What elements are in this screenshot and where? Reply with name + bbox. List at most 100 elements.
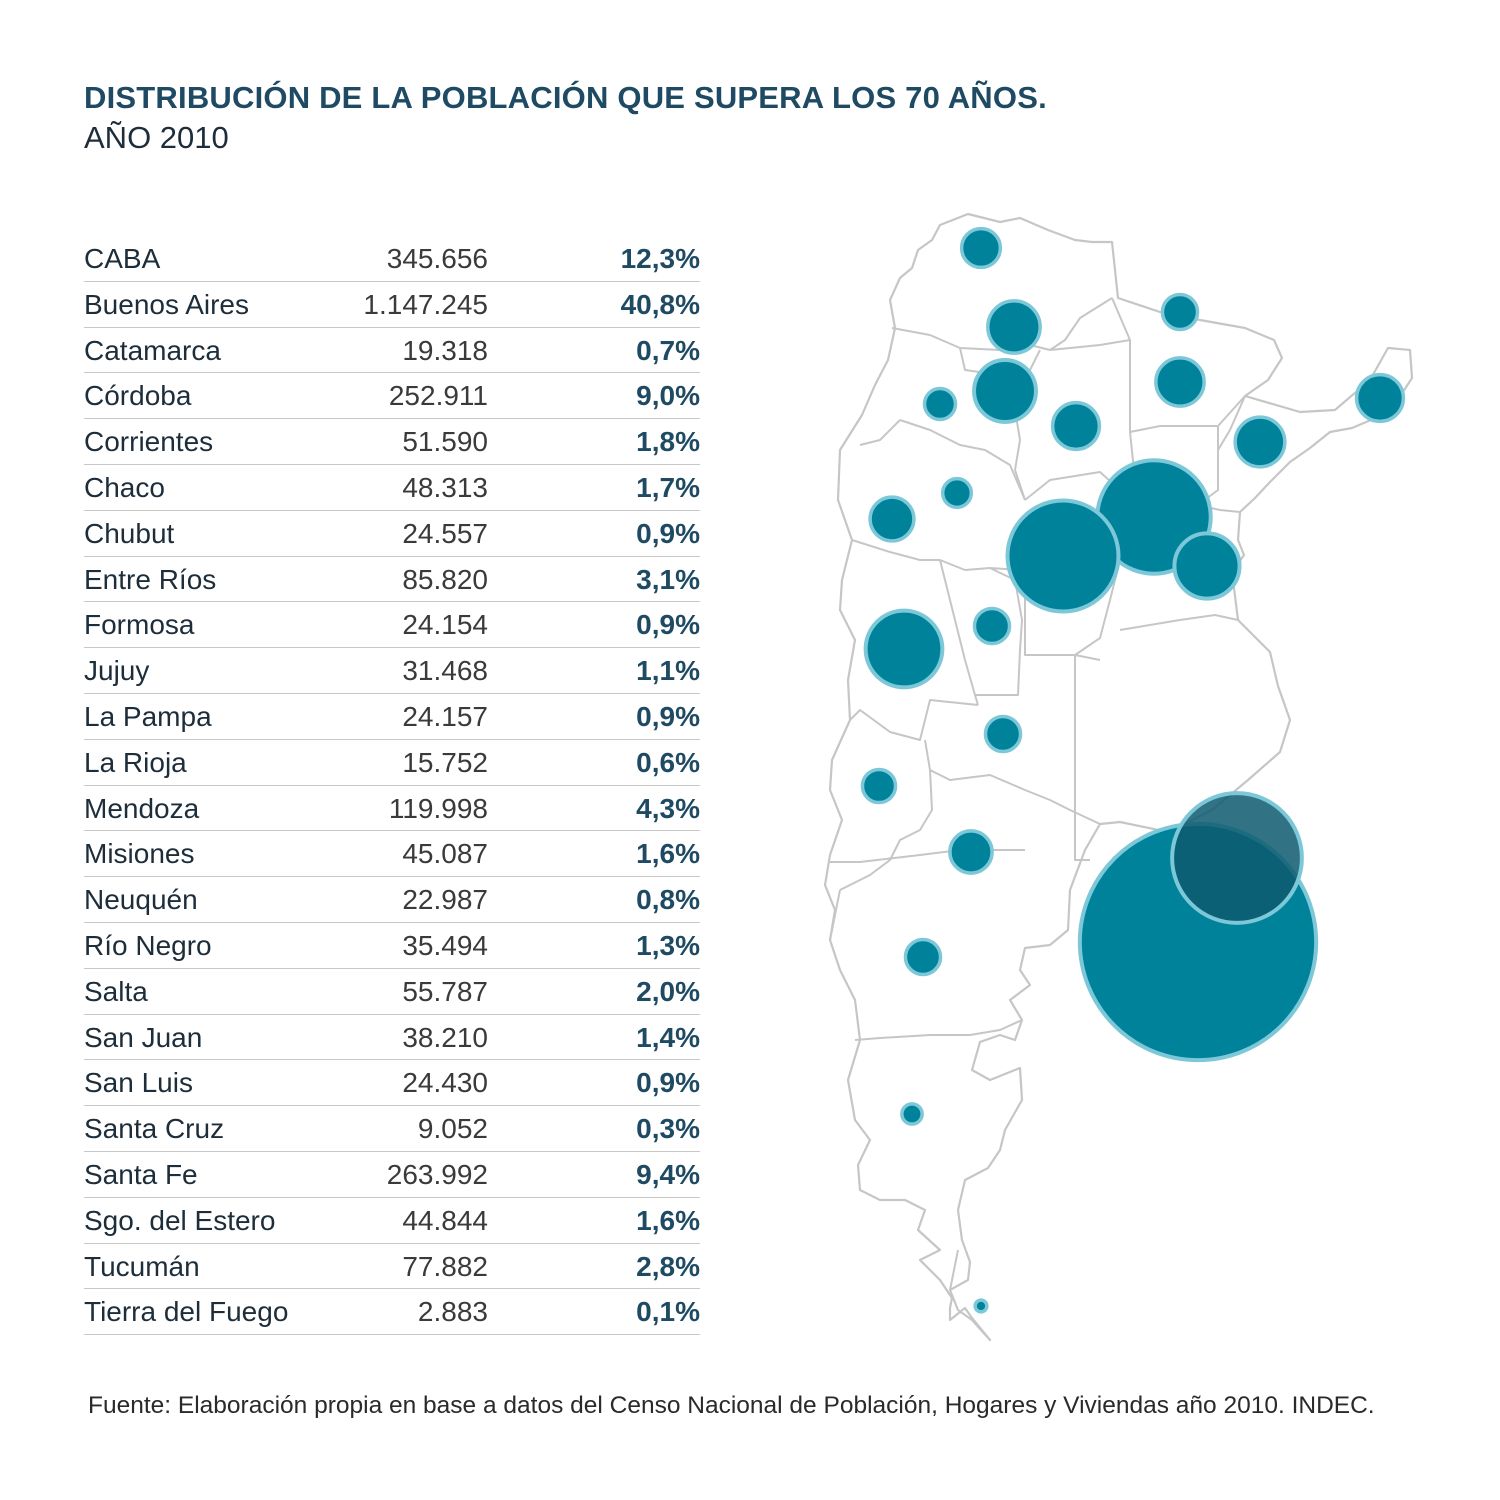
table-row: La Rioja 15.752 0,6% — [84, 740, 700, 786]
country-outline — [823, 212, 1414, 1342]
province-name: Santa Fe — [84, 1158, 198, 1190]
table-row: Córdoba 252.911 9,0% — [84, 373, 700, 420]
table-row: Chaco 48.313 1,7% — [84, 465, 700, 511]
population-percent: 12,3% — [620, 243, 700, 274]
population-value: 1.147.245 — [363, 288, 488, 320]
table-row: Corrientes 51.590 1,8% — [84, 419, 700, 465]
population-percent: 0,9% — [636, 1067, 700, 1099]
population-percent: 0,8% — [636, 884, 700, 916]
province-name: Tierra del Fuego — [84, 1296, 289, 1328]
table-row: Jujuy 31.468 1,1% — [84, 648, 700, 694]
population-percent: 0,9% — [636, 609, 700, 641]
province-name: La Pampa — [84, 700, 212, 732]
population-percent: 1,6% — [636, 1204, 700, 1236]
province-name: Jujuy — [84, 655, 150, 687]
page-subtitle: AÑO 2010 — [84, 120, 229, 155]
table-row: Neuquén 22.987 0,8% — [84, 877, 700, 923]
table-row: CABA 345.656 12,3% — [84, 236, 700, 282]
population-value: 263.992 — [386, 1158, 488, 1190]
bubble-san-luis — [972, 606, 1012, 646]
population-value: 85.820 — [402, 563, 488, 595]
population-value: 38.210 — [402, 1021, 488, 1053]
province-name: Santa Cruz — [84, 1113, 225, 1145]
bubble-chaco — [1154, 356, 1206, 408]
province-name: Córdoba — [84, 380, 192, 412]
population-percent: 2,0% — [636, 975, 700, 1007]
table-row: Santa Fe 263.992 9,4% — [84, 1152, 700, 1198]
population-value: 45.087 — [402, 838, 488, 870]
population-value: 55.787 — [402, 975, 488, 1007]
bubble-entre-ríos — [1172, 531, 1242, 601]
population-value: 24.157 — [402, 700, 488, 732]
bubble-río-negro — [948, 829, 994, 875]
province-name: La Rioja — [84, 746, 187, 778]
bubble-mendoza — [863, 608, 945, 690]
table-row: San Juan 38.210 1,4% — [84, 1015, 700, 1061]
population-table: CABA 345.656 12,3% Buenos Aires 1.147.245 40,… — [84, 236, 700, 1336]
bubble-santa-cruz — [900, 1102, 924, 1126]
bubble-córdoba — [1005, 498, 1121, 614]
province-name: Corrientes — [84, 426, 214, 458]
population-percent: 0,6% — [636, 746, 700, 778]
table-row: Mendoza 119.998 4,3% — [84, 786, 700, 832]
table-row: Chubut 24.557 0,9% — [84, 511, 700, 557]
table-row: Entre Ríos 85.820 3,1% — [84, 557, 700, 603]
page-title: DISTRIBUCIÓN DE LA POBLACIÓN QUE SUPERA … — [84, 80, 1047, 115]
population-value: 24.154 — [402, 609, 488, 641]
population-percent: 0,7% — [636, 334, 700, 366]
population-percent: 1,1% — [636, 655, 700, 687]
bubble-neuquén — [860, 767, 898, 805]
population-percent: 1,3% — [636, 929, 700, 961]
population-value: 35.494 — [402, 929, 488, 961]
province-name: San Juan — [84, 1021, 203, 1053]
population-value: 119.998 — [388, 792, 488, 824]
population-value: 19.318 — [402, 334, 488, 366]
bubble-corrientes — [1233, 415, 1287, 469]
bubble-jujuy — [959, 226, 1003, 270]
province-name: Chubut — [84, 517, 175, 549]
bubble-sgo-del-estero — [1050, 400, 1102, 452]
population-value: 51.590 — [402, 426, 488, 458]
population-value: 15.752 — [402, 746, 488, 778]
table-row: Catamarca 19.318 0,7% — [84, 328, 700, 374]
population-percent: 0,1% — [636, 1296, 700, 1328]
population-value: 2.883 — [417, 1296, 488, 1328]
table-row: Río Negro 35.494 1,3% — [84, 923, 700, 969]
province-name: Sgo. del Estero — [84, 1204, 276, 1236]
province-name: Formosa — [84, 609, 195, 641]
population-value: 345.656 — [386, 243, 488, 274]
population-value: 24.557 — [402, 517, 488, 549]
population-percent: 0,3% — [636, 1113, 700, 1145]
population-percent: 0,9% — [636, 517, 700, 549]
population-value: 48.313 — [402, 471, 488, 503]
bubble-misiones — [1354, 372, 1406, 424]
population-value: 22.987 — [402, 884, 488, 916]
bubble-formosa — [1160, 292, 1200, 332]
table-row: Misiones 45.087 1,6% — [84, 831, 700, 878]
table-row: Salta 55.787 2,0% — [84, 969, 700, 1015]
bubble-caba — [1170, 791, 1304, 925]
table-row: Sgo. del Estero 44.844 1,6% — [84, 1198, 700, 1244]
population-percent: 4,3% — [636, 792, 700, 824]
source-note: Fuente: Elaboración propia en base a dat… — [88, 1392, 1375, 1419]
province-name: San Luis — [84, 1067, 193, 1099]
table-row: Tierra del Fuego 2.883 0,1% — [84, 1289, 700, 1336]
table-row: Santa Cruz 9.052 0,3% — [84, 1106, 700, 1152]
province-name: Mendoza — [84, 792, 200, 824]
province-name: Tucumán — [84, 1250, 200, 1282]
population-percent: 0,9% — [636, 700, 700, 732]
table-row: Buenos Aires 1.147.245 40,8% — [84, 282, 700, 328]
argentina-bubble-map — [823, 212, 1414, 1342]
table-row: La Pampa 24.157 0,9% — [84, 694, 700, 740]
population-value: 252.911 — [388, 380, 488, 412]
population-percent: 40,8% — [620, 288, 700, 320]
province-name: Río Negro — [84, 929, 212, 961]
population-percent: 1,8% — [636, 426, 700, 458]
table-row: Tucumán 77.882 2,8% — [84, 1244, 700, 1290]
province-name: Salta — [84, 975, 148, 1007]
bubble-catamarca — [922, 386, 958, 422]
population-percent: 9,4% — [636, 1158, 700, 1190]
population-percent: 3,1% — [636, 563, 700, 595]
population-value: 77.882 — [402, 1250, 488, 1282]
province-name: Misiones — [84, 838, 195, 870]
